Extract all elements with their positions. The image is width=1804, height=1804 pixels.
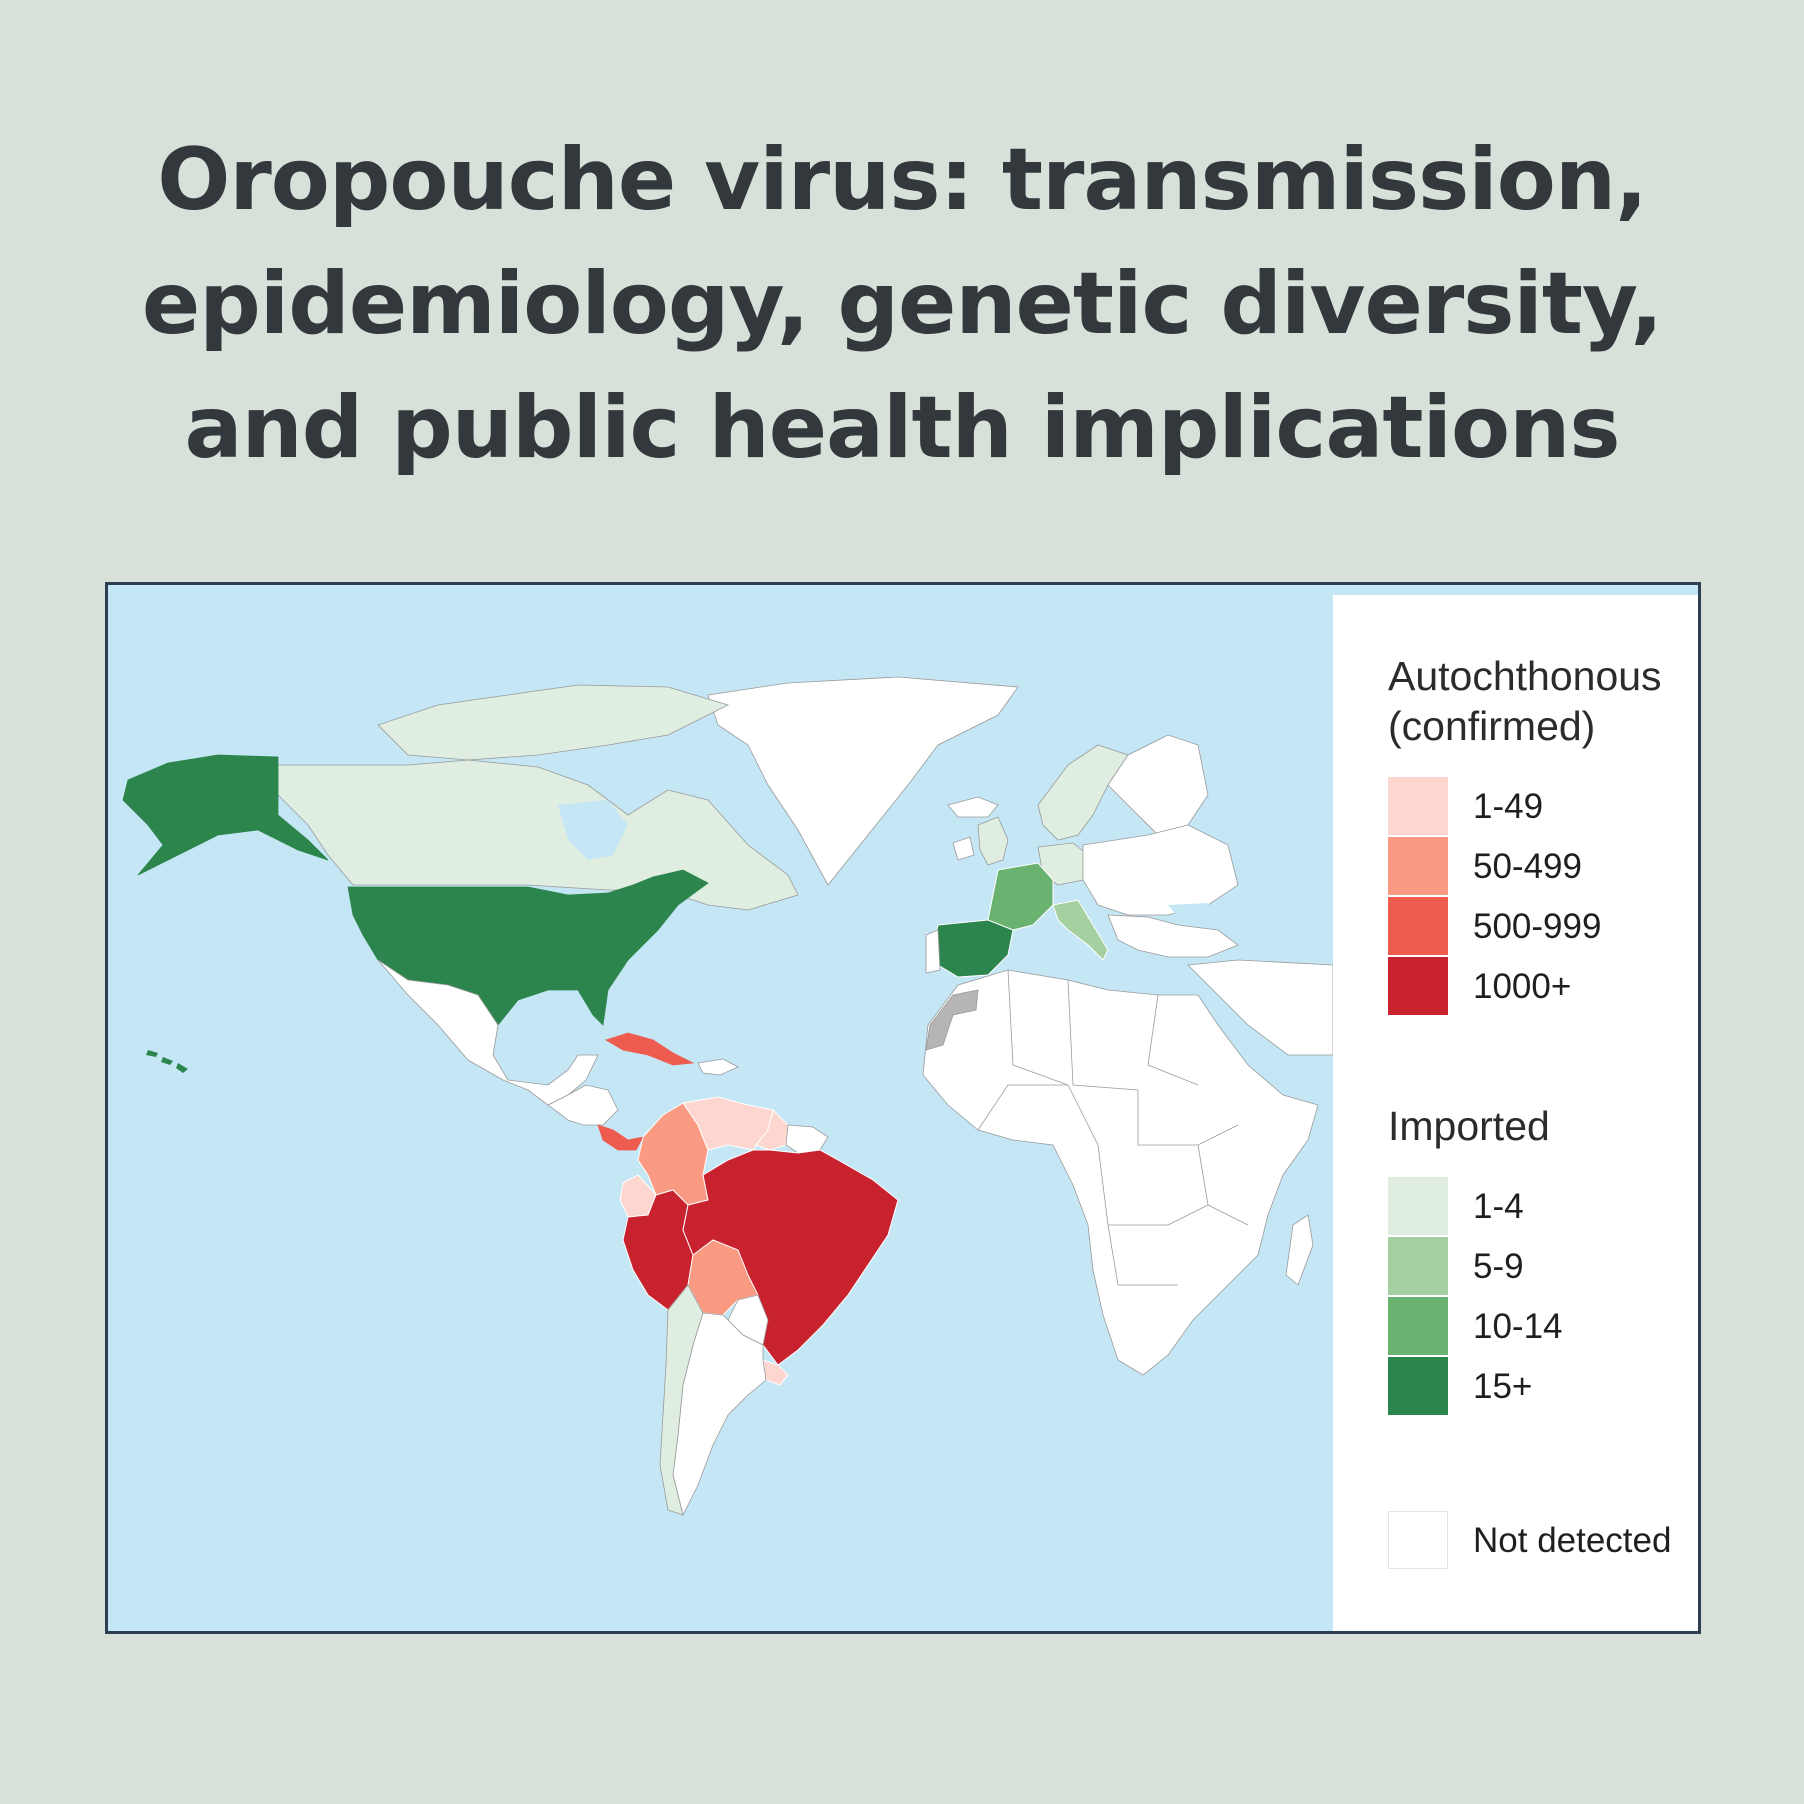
greenland	[707, 676, 1019, 886]
italy	[1052, 899, 1109, 961]
scandinavia	[1037, 744, 1129, 841]
madagascar	[1285, 1214, 1314, 1286]
legend-label-1-4: 1-4	[1473, 1187, 1524, 1226]
legend-label-5-9: 5-9	[1473, 1247, 1524, 1286]
suriname-french-guiana	[785, 1124, 829, 1154]
legend-swatch-50-499	[1388, 837, 1448, 895]
canada	[277, 759, 799, 911]
finland	[1107, 734, 1209, 836]
legend-swatch-1-49	[1388, 777, 1448, 835]
uruguay	[762, 1359, 789, 1386]
middle-east	[1187, 959, 1334, 1056]
eastern-europe	[1082, 824, 1239, 916]
legend-swatch-5-9	[1388, 1237, 1448, 1295]
western-sahara	[925, 989, 979, 1051]
map-frame: Autochthonous (confirmed) 1-49 50-499 50…	[105, 582, 1701, 1634]
legend-swatch-15-plus	[1388, 1357, 1448, 1415]
ireland	[952, 836, 975, 861]
black-sea	[1168, 903, 1218, 923]
legend-autochthonous-subheading: (confirmed)	[1388, 703, 1596, 749]
title-line-1: Oropouche virus: transmission,	[157, 130, 1648, 230]
mexico	[377, 959, 599, 1106]
legend-swatch-1000-plus	[1388, 957, 1448, 1015]
legend-swatch-10-14	[1388, 1297, 1448, 1355]
africa-borders	[977, 969, 1249, 1286]
iceland	[947, 796, 999, 818]
united-kingdom	[977, 816, 1009, 866]
legend-label-1000-plus: 1000+	[1473, 967, 1572, 1006]
balkans-turkey	[1107, 914, 1239, 958]
title-line-3: and public health implications	[184, 378, 1620, 478]
legend-autochthonous-heading: Autochthonous	[1388, 653, 1662, 699]
legend-swatch-1-4	[1388, 1177, 1448, 1235]
chile	[659, 1284, 704, 1516]
legend-label-50-499: 50-499	[1473, 847, 1582, 886]
hawaii	[146, 1050, 188, 1073]
alaska	[122, 754, 329, 876]
hispaniola	[697, 1058, 739, 1076]
legend-swatch-500-999	[1388, 897, 1448, 955]
central-america	[547, 1084, 619, 1126]
canada-arctic-islands	[377, 684, 730, 761]
africa	[922, 969, 1319, 1376]
legend-imported-heading: Imported	[1388, 1103, 1550, 1149]
legend-label-10-14: 10-14	[1473, 1307, 1563, 1346]
legend-swatch-not-detected	[1388, 1511, 1448, 1569]
portugal	[925, 929, 941, 974]
legend-label-15-plus: 15+	[1473, 1367, 1533, 1406]
hudson-bay	[558, 800, 628, 860]
map-legend: Autochthonous (confirmed) 1-49 50-499 50…	[1333, 595, 1698, 1631]
title-line-2: epidemiology, genetic diversity,	[141, 254, 1663, 354]
legend-label-1-49: 1-49	[1473, 787, 1544, 826]
legend-label-not-detected: Not detected	[1473, 1521, 1672, 1560]
world-map	[122, 676, 1334, 1517]
united-states	[347, 869, 709, 1026]
page-title: Oropouche virus: transmission, epidemiol…	[0, 118, 1804, 490]
france	[987, 862, 1054, 931]
panama	[597, 1124, 644, 1151]
legend-label-500-999: 500-999	[1473, 907, 1602, 946]
cuba	[605, 1032, 695, 1066]
spain	[932, 919, 1014, 978]
